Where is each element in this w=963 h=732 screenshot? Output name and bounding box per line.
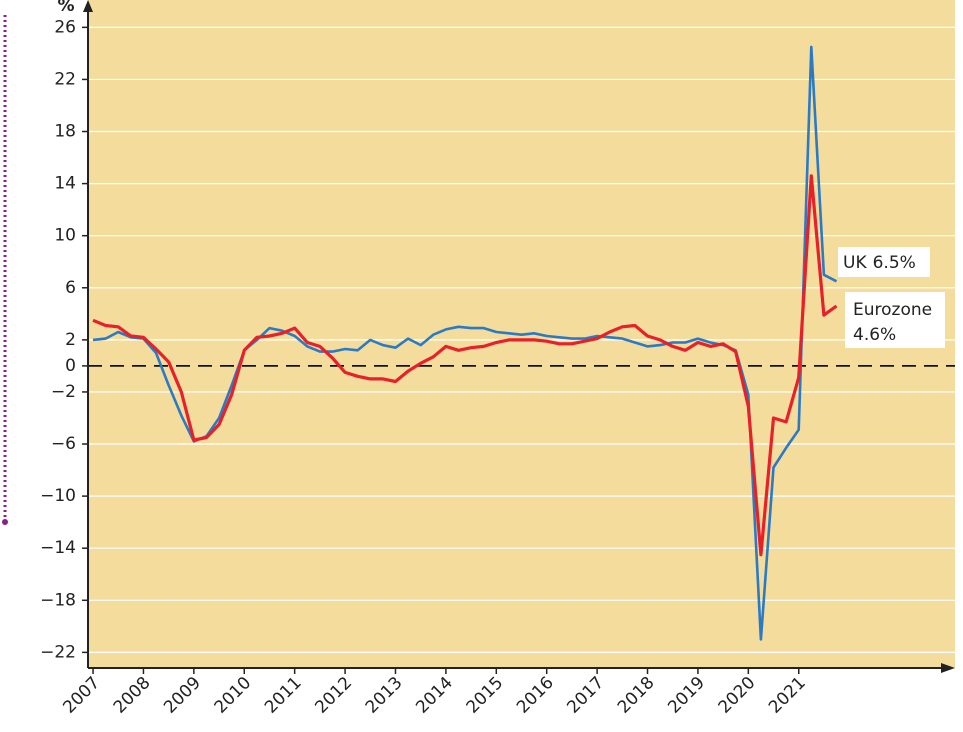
y-tick-label: 22 <box>54 69 76 89</box>
series-name: Eurozone <box>853 300 932 320</box>
series-label: UK 6.5% <box>843 253 916 273</box>
decoration <box>2 519 8 525</box>
x-tick-label: 2007 <box>59 673 104 718</box>
x-tick-label: 2013 <box>362 673 407 718</box>
y-axis-label: % <box>57 0 74 16</box>
y-tick-label: 18 <box>54 122 76 142</box>
x-tick-label: 2012 <box>311 673 356 718</box>
x-tick-label: 2017 <box>563 673 608 718</box>
y-axis-arrow <box>83 0 93 12</box>
series-line <box>92 174 838 557</box>
y-tick-label: 0 <box>65 356 76 376</box>
x-axis-arrow <box>941 663 955 673</box>
x-tick-label: 2018 <box>614 673 659 718</box>
x-tick-label: 2020 <box>715 673 760 718</box>
x-tick-label: 2019 <box>664 673 709 718</box>
y-tick-label: −22 <box>40 642 76 662</box>
series-end-label: 6.5% <box>873 253 916 273</box>
y-tick-label: 10 <box>54 226 76 246</box>
y-tick-label: −18 <box>40 590 76 610</box>
x-tick-label: 2010 <box>211 673 256 718</box>
x-tick-label: 2016 <box>513 673 558 718</box>
x-tick-label: 2014 <box>412 673 457 718</box>
y-tick-label: −6 <box>51 434 76 454</box>
y-tick-label: −2 <box>51 382 76 402</box>
x-tick-label: 2015 <box>463 673 508 718</box>
label-box <box>838 247 930 277</box>
x-tick-label: 2021 <box>765 673 810 718</box>
y-tick-label: −10 <box>40 486 76 506</box>
y-tick-label: 2 <box>65 330 76 350</box>
x-tick-label: 2011 <box>261 673 306 718</box>
x-tick-label: 2009 <box>160 673 205 718</box>
series-name: UK <box>843 253 867 273</box>
y-tick-label: −14 <box>40 538 76 558</box>
series-end-label: 4.6% <box>853 325 896 345</box>
y-tick-label: 14 <box>54 174 76 194</box>
label-box <box>845 292 945 348</box>
x-tick-label: 2008 <box>110 673 155 718</box>
series-line <box>92 45 838 641</box>
y-tick-label: 6 <box>65 278 76 298</box>
y-tick-label: 26 <box>54 17 76 37</box>
